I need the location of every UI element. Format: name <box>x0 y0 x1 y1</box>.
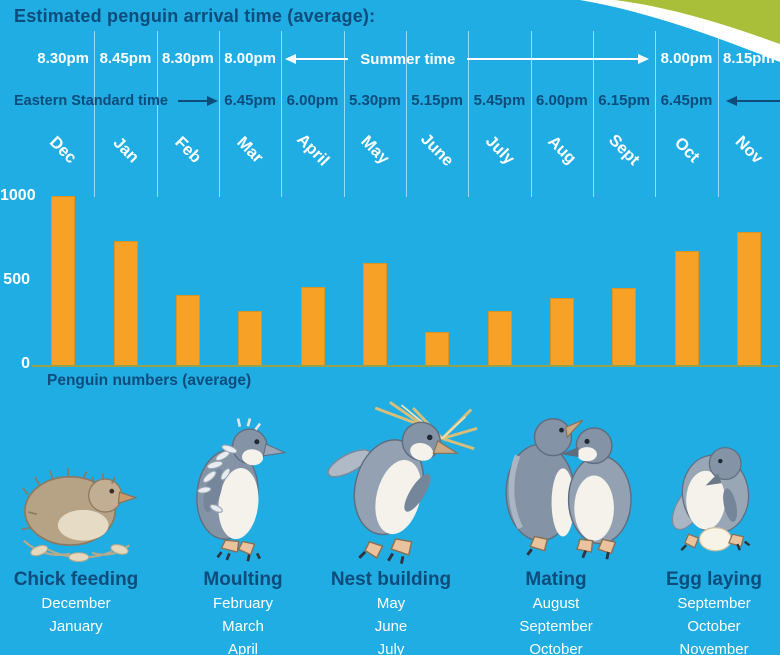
column-divider <box>593 31 594 197</box>
stage-block-egg-laying: Egg laying September October November <box>624 568 780 655</box>
arrow-right-icon <box>207 96 218 106</box>
stage-block-mating: Mating August September October <box>466 568 646 655</box>
est-return-arrow <box>725 91 780 111</box>
est-arrival-time: 6.00pm <box>286 92 339 109</box>
penguin-nest-building-illustration <box>327 400 478 564</box>
column-divider <box>219 31 220 197</box>
bar-jan <box>113 240 138 366</box>
y-axis-tick-label: 0 <box>21 355 30 372</box>
est-arrival-time: 6.45pm <box>224 92 276 109</box>
month-label-july: July <box>481 131 518 168</box>
column-divider <box>406 31 407 197</box>
est-arrival-time: 6.15pm <box>598 92 650 109</box>
x-axis-line <box>32 365 778 367</box>
summer-arrival-time: 8.30pm <box>37 50 89 67</box>
column-divider <box>717 31 719 197</box>
page-title: Estimated penguin arrival time (average)… <box>14 6 376 26</box>
stage-block-nest-building: Nest building May June July <box>301 568 481 655</box>
bar-june <box>425 332 450 366</box>
month-label-sept: Sept <box>605 130 644 169</box>
column-divider <box>468 31 470 197</box>
stage-name: Mating <box>525 569 587 590</box>
bar-sept <box>612 287 637 366</box>
month-label-mar: Mar <box>233 132 268 167</box>
column-divider <box>343 31 345 197</box>
month-label-jan: Jan <box>109 133 143 167</box>
stage-month: October <box>529 641 583 655</box>
est-arrival-time: 5.15pm <box>411 92 463 109</box>
arrow-left-icon <box>725 96 737 106</box>
bar-aug <box>549 298 574 366</box>
eastern-standard-time-label: Eastern Standard time <box>14 93 168 109</box>
stage-month: July <box>377 641 405 655</box>
stage-month: November <box>679 641 749 655</box>
bar-feb <box>175 295 200 366</box>
stage-month: October <box>687 618 741 635</box>
bar-nov <box>736 231 761 366</box>
summer-arrival-time: 8.00pm <box>224 50 276 67</box>
stage-month: August <box>532 595 580 612</box>
stage-month: March <box>222 618 264 635</box>
month-label-oct: Oct <box>670 133 703 166</box>
y-axis-tick-label: 1000 <box>0 187 36 204</box>
column-divider <box>281 31 283 197</box>
est-arrival-time: 6.00pm <box>535 92 588 109</box>
column-divider <box>530 31 532 197</box>
penguin-egg-laying-illustration <box>671 447 751 552</box>
column-divider <box>94 31 96 197</box>
summer-time-label: Summer time <box>360 50 456 68</box>
stage-block-chick-feeding: Chick feeding December January <box>0 568 166 638</box>
eastern-standard-time-label-arrow: Eastern Standard time <box>14 91 218 111</box>
est-arrival-time: 5.45pm <box>473 92 526 109</box>
bar-dec <box>51 196 76 366</box>
arrow-left-icon <box>285 54 297 64</box>
summer-arrival-time: 8.00pm <box>660 50 713 67</box>
bar-april <box>300 287 325 366</box>
bar-july <box>487 311 512 366</box>
est-arrival-time: 6.45pm <box>660 92 713 109</box>
stage-month: May <box>376 595 406 612</box>
stage-name: Chick feeding <box>13 569 139 590</box>
column-divider <box>156 31 158 197</box>
stage-month: June <box>374 618 408 635</box>
month-label-dec: Dec <box>46 132 81 167</box>
y-axis-tick-label: 500 <box>3 271 30 288</box>
bar-mar <box>238 310 263 366</box>
month-label-may: May <box>357 131 393 168</box>
summer-arrival-time: 8.30pm <box>161 50 214 67</box>
month-label-nov: Nov <box>731 132 767 168</box>
summer-arrival-time: 8.45pm <box>99 50 152 67</box>
stage-name: Nest building <box>330 569 452 590</box>
month-label-june: June <box>417 129 458 170</box>
stage-name: Egg laying <box>665 569 763 590</box>
penguin-moulting-illustration <box>196 418 287 562</box>
stage-name: Moulting <box>203 569 283 590</box>
penguin-mating-pair-illustration <box>505 418 632 560</box>
est-arrival-time: 5.30pm <box>348 92 401 109</box>
chart-caption: Penguin numbers (average) <box>47 372 252 389</box>
month-label-feb: Feb <box>171 132 205 167</box>
arrow-right-icon <box>638 54 650 64</box>
stage-month: September <box>677 595 751 612</box>
penguin-chick-illustration <box>21 468 138 563</box>
stage-month: January <box>49 618 103 635</box>
summer-time-span: Summer time <box>285 49 650 69</box>
month-label-aug: Aug <box>544 131 580 168</box>
column-divider <box>655 31 657 197</box>
stage-block-moulting: Moulting February March April <box>153 568 333 655</box>
bar-may <box>362 262 387 366</box>
month-label-april: April <box>293 129 333 170</box>
bar-oct <box>674 250 699 366</box>
stage-month: December <box>41 595 111 612</box>
stage-month: April <box>227 641 258 655</box>
stage-month: September <box>519 618 593 635</box>
stage-month: February <box>212 595 274 612</box>
summer-arrival-time: 8.15pm <box>722 50 775 67</box>
